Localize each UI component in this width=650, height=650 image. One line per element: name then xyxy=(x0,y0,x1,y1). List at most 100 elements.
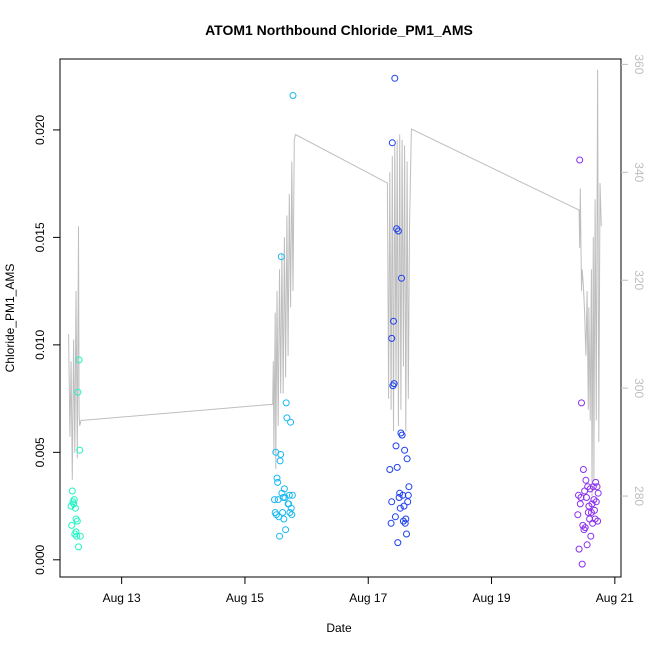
data-point xyxy=(578,560,586,568)
data-point xyxy=(274,478,282,486)
y2-tick-label: 360 xyxy=(632,54,646,74)
data-point xyxy=(594,517,602,525)
data-point xyxy=(273,474,281,482)
y-axis-title: Chloride_PM1_AMS xyxy=(3,264,17,373)
data-point xyxy=(280,485,288,493)
points-layer xyxy=(67,74,602,568)
y-tick-label: 0.020 xyxy=(33,115,47,145)
data-point xyxy=(578,399,585,407)
data-point xyxy=(395,494,403,501)
data-point xyxy=(404,498,412,506)
data-point xyxy=(401,446,409,454)
data-point xyxy=(588,500,596,508)
data-point xyxy=(403,530,410,538)
data-point xyxy=(393,463,401,471)
data-point xyxy=(75,356,83,364)
data-point xyxy=(583,494,590,501)
data-point xyxy=(575,491,582,499)
data-point xyxy=(575,545,583,553)
data-point xyxy=(394,539,402,547)
x-tick-label: Aug 17 xyxy=(349,591,387,605)
data-point xyxy=(388,498,396,506)
x-tick-label: Aug 15 xyxy=(226,591,264,605)
data-point xyxy=(72,515,80,523)
data-point xyxy=(70,496,78,504)
data-point xyxy=(391,74,399,82)
y2-tick-label: 320 xyxy=(632,270,646,290)
x-axis: Aug 13 Aug 15 Aug 17 Aug 19 Aug 21 xyxy=(103,576,634,605)
data-point xyxy=(594,489,602,497)
data-point xyxy=(277,451,285,458)
data-point xyxy=(285,500,293,508)
data-point xyxy=(282,526,290,534)
data-point xyxy=(398,274,405,282)
data-point xyxy=(271,496,278,504)
y-tick-label: 0.010 xyxy=(33,330,47,360)
data-point xyxy=(281,494,289,501)
chart-title: ATOM1 Northbound Chloride_PM1_AMS xyxy=(205,22,473,38)
data-point xyxy=(276,532,283,540)
data-point xyxy=(282,399,290,407)
data-point xyxy=(402,515,410,523)
data-point xyxy=(71,504,79,512)
data-point xyxy=(587,532,595,540)
data-point xyxy=(68,487,76,495)
data-point xyxy=(394,227,402,235)
data-point xyxy=(581,487,589,495)
data-point xyxy=(285,491,293,499)
data-point xyxy=(288,491,296,499)
data-point xyxy=(72,528,80,536)
plot-frame xyxy=(59,58,622,578)
data-point xyxy=(398,431,406,439)
line-layer xyxy=(68,69,602,497)
data-point xyxy=(403,455,411,463)
data-point xyxy=(287,418,295,426)
data-point xyxy=(405,483,413,491)
data-point xyxy=(76,532,84,540)
data-point xyxy=(582,476,590,484)
data-point xyxy=(75,543,82,551)
data-point xyxy=(276,457,284,465)
data-point xyxy=(279,509,287,516)
y-axis: 0.000 0.005 0.010 0.015 0.020 xyxy=(33,115,60,575)
data-point xyxy=(280,515,288,523)
data-point xyxy=(388,334,396,342)
data-point xyxy=(579,466,587,473)
data-point xyxy=(404,491,412,499)
data-point xyxy=(68,521,76,529)
data-point xyxy=(576,500,584,508)
data-point xyxy=(288,511,296,519)
data-point xyxy=(390,317,397,325)
data-point xyxy=(73,532,81,540)
data-point xyxy=(392,442,400,450)
y-tick-label: 0.000 xyxy=(33,544,47,574)
x-axis-title: Date xyxy=(326,621,352,635)
data-point xyxy=(283,414,291,422)
data-point xyxy=(277,253,285,261)
data-point xyxy=(400,502,408,510)
data-point xyxy=(386,466,394,473)
data-point xyxy=(74,388,82,396)
data-point xyxy=(593,483,601,491)
data-point xyxy=(76,446,84,454)
data-point xyxy=(590,496,598,504)
y2-tick-label: 300 xyxy=(632,378,646,398)
y-tick-label: 0.005 xyxy=(33,437,47,467)
y2-tick-label: 280 xyxy=(632,486,646,506)
data-point xyxy=(401,519,409,527)
data-point xyxy=(70,500,78,508)
data-point xyxy=(591,506,598,514)
data-point xyxy=(581,524,589,532)
data-point xyxy=(387,519,395,527)
x-tick-label: Aug 21 xyxy=(596,591,634,605)
data-point xyxy=(393,225,401,233)
data-point xyxy=(289,92,297,99)
data-point xyxy=(576,156,584,164)
x-tick-label: Aug 13 xyxy=(103,591,141,605)
concentration-line xyxy=(68,69,602,497)
data-point xyxy=(574,511,582,519)
data-point xyxy=(388,139,396,147)
y2-tick-label: 340 xyxy=(632,162,646,182)
data-point xyxy=(579,521,587,529)
